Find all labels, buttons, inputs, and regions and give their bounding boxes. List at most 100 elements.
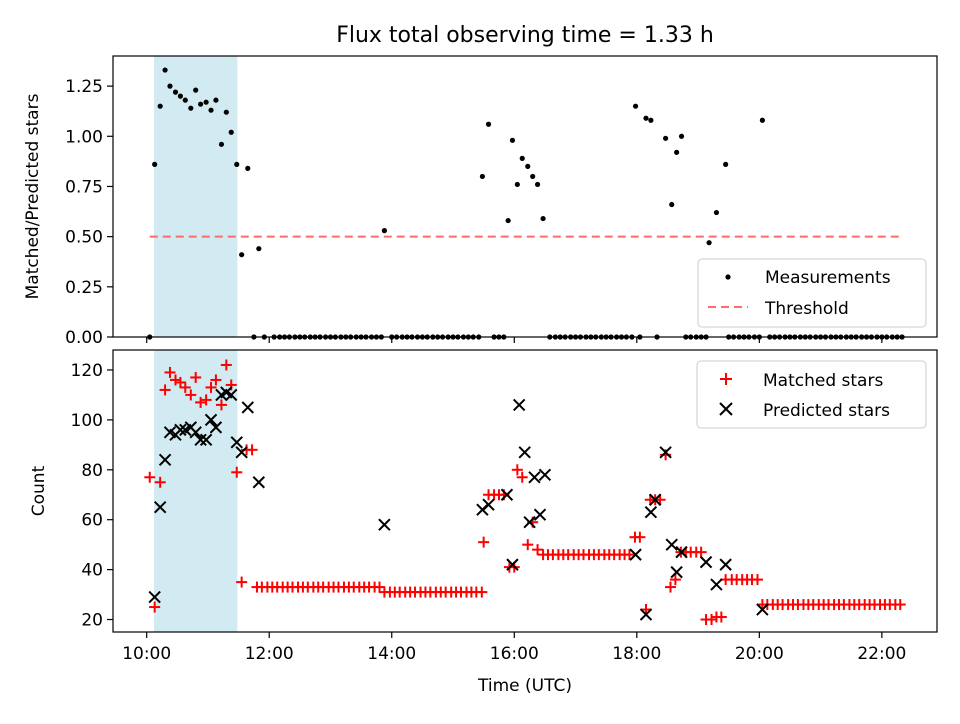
- matched-star-point: [200, 394, 212, 406]
- time-x-tick-label: 12:00: [245, 644, 294, 664]
- matched-star-point: [215, 399, 227, 411]
- measurement-point: [188, 105, 194, 111]
- time-x-tick-label: 22:00: [857, 644, 906, 664]
- matched-star-point: [695, 546, 707, 558]
- measurement-point: [509, 137, 516, 143]
- predicted-star-point: [528, 471, 541, 484]
- measurement-point: [525, 163, 531, 169]
- count-y-tick-label: 100: [71, 411, 103, 431]
- matched-stars-points: [144, 359, 906, 626]
- measurement-point: [234, 161, 240, 167]
- time-x-axis: 10:00 12:00 14:00 16:00 18:00 20:00 22:00: [122, 632, 906, 664]
- measurement-point: [514, 181, 520, 188]
- measurement-point: [669, 201, 675, 208]
- measurement-point: [663, 135, 669, 141]
- ratio-y-axis: 0.00 0.25 0.50 0.75 1.00 1.25: [65, 77, 113, 348]
- chart-title: Flux total observing time = 1.33 h: [336, 23, 714, 48]
- predicted-star-point: [538, 468, 552, 481]
- predicted-star-point: [158, 453, 172, 467]
- time-x-tick-label: 14:00: [367, 644, 416, 664]
- measurement-point: [505, 217, 511, 224]
- measurement-point: [530, 173, 536, 180]
- matched-star-point: [478, 536, 490, 548]
- measurement-point: [485, 121, 492, 127]
- predicted-star-point: [659, 446, 672, 459]
- measurement-point: [678, 133, 685, 139]
- measurement-point: [723, 161, 729, 167]
- measurement-point: [167, 83, 173, 89]
- matched-star-point: [373, 581, 385, 593]
- count-legend-box: [696, 360, 927, 429]
- predicted-star-point: [523, 515, 536, 529]
- measurement-point: [198, 101, 204, 107]
- predicted-star-point: [710, 578, 723, 591]
- matched-star-point: [174, 376, 186, 388]
- matched-star-point: [236, 576, 248, 588]
- matched-star-point: [623, 549, 635, 561]
- matched-star-point: [195, 396, 207, 408]
- count-y-tick-label: 60: [81, 511, 103, 531]
- predicted-star-point: [518, 446, 531, 459]
- matched-star-point: [476, 586, 488, 598]
- time-x-tick-label: 18:00: [612, 644, 661, 664]
- measurement-point: [256, 246, 262, 252]
- measurement-point: [203, 99, 209, 105]
- ratio-legend: Measurements Threshold: [697, 258, 927, 328]
- predicted-star-point: [225, 388, 238, 402]
- matched-star-point: [205, 381, 217, 393]
- matched-star-point: [516, 471, 528, 483]
- measurement-point: [245, 165, 251, 171]
- legend-predicted-label: Predicted stars: [763, 401, 890, 421]
- matched-star-point: [144, 471, 156, 483]
- ratio-y-tick-label: 0.75: [65, 177, 103, 197]
- count-y-axis-label: Count: [29, 465, 49, 516]
- legend-threshold-label: Threshold: [764, 299, 849, 319]
- matched-star-point: [669, 574, 681, 586]
- predicted-star-point: [194, 433, 207, 447]
- measurement-point: [157, 103, 163, 109]
- matched-star-point: [715, 611, 727, 623]
- predicted-star-point: [639, 608, 653, 621]
- matched-star-point: [210, 374, 222, 386]
- measurement-point: [643, 115, 649, 121]
- predicted-stars-points: [148, 386, 769, 621]
- matched-star-point: [634, 531, 646, 543]
- matched-star-point: [665, 581, 677, 593]
- predicted-star-point: [648, 493, 662, 506]
- predicted-star-point: [675, 545, 688, 559]
- time-x-tick-label: 16:00: [490, 644, 539, 664]
- measurement-point: [759, 117, 765, 123]
- measurement-point: [239, 252, 245, 258]
- predicted-star-point: [241, 401, 254, 414]
- predicted-star-point: [699, 555, 713, 569]
- matched-star-point: [231, 466, 243, 478]
- observing-window-shade: [154, 56, 238, 337]
- predicted-star-point: [644, 506, 658, 519]
- matched-star-point: [164, 366, 176, 378]
- ratio-y-axis-label: Matched/Predicted stars: [23, 93, 43, 299]
- count-panel-frame: [112, 349, 938, 633]
- measurement-point: [479, 173, 486, 180]
- ratio-y-tick-label: 0.00: [65, 328, 103, 348]
- matched-star-point: [159, 384, 171, 396]
- predicted-star-point: [506, 558, 519, 571]
- matched-star-point: [246, 444, 258, 456]
- matched-star-point: [149, 601, 161, 613]
- measurement-point: [218, 141, 225, 147]
- count-y-tick-label: 120: [71, 361, 103, 381]
- measurement-point: [706, 240, 712, 246]
- measurement-point: [228, 129, 234, 135]
- matched-star-point: [532, 544, 544, 556]
- predicted-star-point: [719, 558, 732, 571]
- predicted-star-point: [512, 398, 526, 412]
- ratio-legend-box: [697, 258, 927, 328]
- matched-star-point: [894, 599, 906, 611]
- measurement-point: [193, 87, 199, 93]
- matched-star-point: [751, 574, 763, 586]
- matched-star-point: [179, 381, 191, 393]
- ratio-x-ticks: [146, 337, 883, 343]
- predicted-star-point: [629, 548, 642, 561]
- matched-star-point: [511, 464, 523, 476]
- predicted-star-point: [199, 433, 213, 447]
- predicted-star-point: [204, 413, 218, 427]
